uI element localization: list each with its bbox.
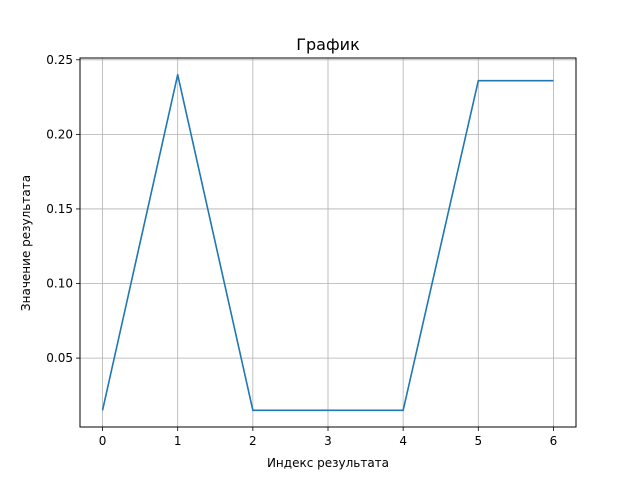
x-tick-label: 3 (324, 434, 332, 448)
x-axis-label: Индекс результата (267, 456, 389, 470)
x-tick-label: 4 (399, 434, 407, 448)
series-line (101, 73, 554, 412)
y-axis-ticks: 0.05 0.10 0.15 0.20 0.25 (46, 53, 80, 365)
chart-title: График (296, 35, 360, 54)
grid (80, 58, 576, 427)
y-axis-label: Значение результата (19, 175, 33, 311)
y-tick-label: 0.25 (46, 53, 73, 67)
x-tick-label: 0 (99, 434, 107, 448)
y-tick-label: 0.15 (46, 202, 73, 216)
x-tick-label: 2 (249, 434, 257, 448)
x-axis-ticks: 0 1 2 3 4 5 6 (99, 427, 558, 448)
y-tick-label: 0.20 (46, 127, 73, 141)
y-tick-label: 0.05 (46, 351, 73, 365)
x-tick-label: 5 (474, 434, 482, 448)
series-layer (101, 73, 554, 412)
x-tick-label: 1 (174, 434, 182, 448)
x-tick-label: 6 (550, 434, 558, 448)
y-tick-label: 0.10 (46, 277, 73, 291)
